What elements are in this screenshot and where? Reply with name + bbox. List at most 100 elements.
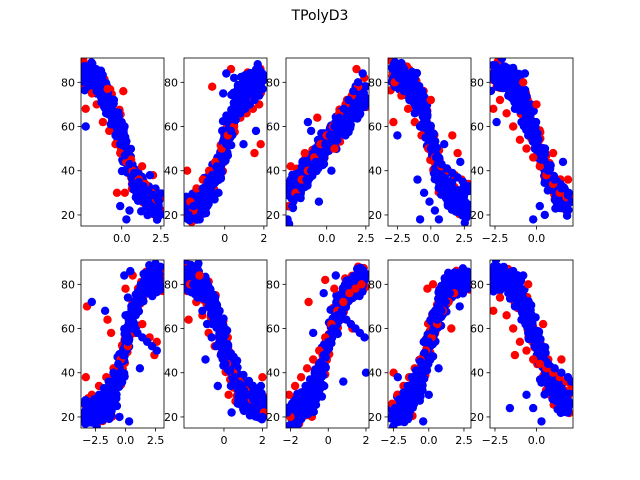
- data-point: [563, 175, 573, 184]
- data-point: [231, 115, 240, 125]
- cloud-point: [532, 138, 541, 147]
- data-point: [85, 403, 94, 413]
- data-point: [184, 266, 193, 276]
- data-point: [410, 109, 419, 118]
- cloud-point: [444, 268, 453, 277]
- data-point: [430, 206, 440, 215]
- cloud-point: [134, 307, 144, 316]
- data-point: [105, 126, 114, 136]
- data-point: [101, 109, 111, 118]
- data-point: [112, 188, 122, 197]
- data-point: [203, 177, 212, 186]
- data-point: [537, 155, 546, 164]
- data-point: [529, 153, 538, 162]
- cloud-point: [344, 117, 353, 126]
- cloud-point: [413, 95, 422, 104]
- cloud-point: [512, 93, 521, 103]
- x-tick-label: 2: [260, 232, 267, 245]
- data-point: [193, 293, 202, 302]
- cloud-point: [415, 377, 425, 387]
- axes-frame: [183, 57, 268, 227]
- data-point: [440, 140, 449, 149]
- cloud-point: [150, 275, 160, 284]
- cloud-point: [202, 277, 211, 286]
- data-point: [304, 297, 313, 307]
- cloud-point: [437, 190, 446, 199]
- data-point: [495, 95, 505, 105]
- cloud-point: [435, 285, 444, 295]
- cloud-point: [83, 417, 92, 426]
- cloud-point: [105, 414, 114, 424]
- data-point: [361, 95, 369, 105]
- y-tick-label: 60: [470, 121, 484, 134]
- cloud-point: [105, 408, 115, 417]
- axes-frame: [285, 57, 370, 227]
- data-point: [230, 373, 239, 382]
- data-point: [335, 113, 344, 122]
- cloud-point: [447, 178, 456, 187]
- data-point: [352, 64, 361, 74]
- cloud-point: [293, 415, 302, 424]
- data-point: [198, 184, 207, 193]
- data-point: [213, 381, 222, 391]
- cloud-point: [303, 404, 313, 414]
- data-point: [360, 333, 369, 342]
- x-tick-label: 0.0: [528, 232, 546, 245]
- data-point: [286, 219, 294, 226]
- data-point: [120, 151, 129, 160]
- y-tick-label: 40: [61, 165, 75, 178]
- data-point: [432, 153, 441, 162]
- data-point: [193, 193, 203, 202]
- cloud-point: [497, 58, 507, 63]
- series-2: [81, 62, 162, 224]
- y-tick-label: 80: [61, 278, 75, 291]
- data-point: [405, 95, 414, 105]
- data-point: [509, 122, 518, 131]
- axes-frame: [80, 259, 165, 429]
- data-point: [222, 140, 231, 149]
- cloud-point: [101, 394, 111, 403]
- y-tick-label: 80: [164, 278, 178, 291]
- series-2: [184, 69, 264, 224]
- data-point: [227, 408, 236, 417]
- data-point: [532, 100, 541, 109]
- cloud-point: [527, 123, 536, 133]
- y-tick-label: 20: [266, 209, 280, 222]
- data-point: [195, 215, 204, 224]
- y-tick-label: 80: [164, 76, 178, 89]
- data-point: [292, 395, 301, 404]
- data-point: [543, 166, 553, 175]
- data-point: [109, 368, 118, 377]
- cloud-point: [347, 275, 357, 284]
- cloud-point: [151, 260, 160, 268]
- x-tick-label: −2.5: [384, 232, 411, 245]
- data-point: [184, 315, 193, 324]
- cloud-point: [429, 129, 438, 138]
- cloud-point: [443, 200, 452, 209]
- data-point: [419, 188, 429, 197]
- data-point: [125, 206, 134, 215]
- x-tick-label: 0: [220, 434, 227, 447]
- data-point: [515, 135, 525, 144]
- data-point: [94, 390, 104, 399]
- cloud-point: [258, 69, 267, 78]
- data-point: [92, 87, 101, 96]
- y-tick-label: 80: [61, 76, 75, 89]
- data-point: [111, 131, 120, 140]
- data-point: [330, 122, 339, 131]
- data-point: [212, 162, 222, 171]
- cloud-point: [358, 270, 367, 279]
- data-point: [345, 289, 354, 298]
- data-point: [250, 148, 259, 158]
- x-tick-label: 0: [325, 434, 332, 447]
- cloud-point: [251, 65, 261, 74]
- data-point: [321, 275, 330, 285]
- cloud-point: [326, 305, 335, 314]
- data-point: [464, 182, 471, 191]
- data-point: [297, 184, 306, 193]
- cloud-point: [239, 75, 248, 85]
- x-tick-label: 2.5: [152, 232, 170, 245]
- cloud-point: [133, 287, 143, 297]
- cloud-point: [321, 363, 330, 372]
